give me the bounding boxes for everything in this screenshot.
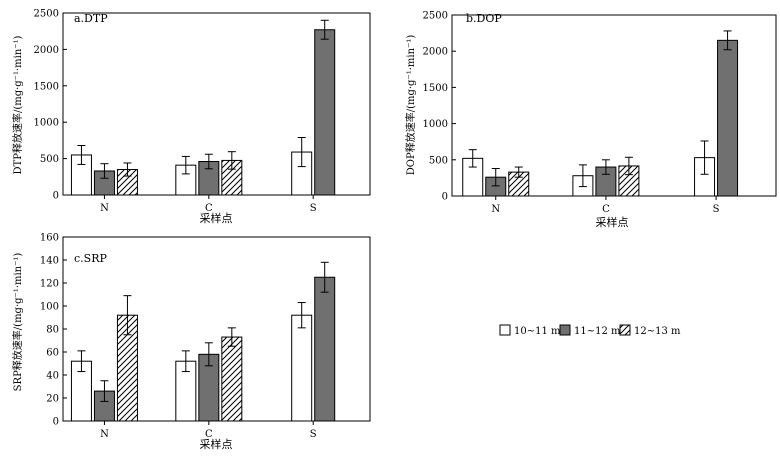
x-tick-label: C [205, 203, 213, 214]
y-tick-label: 2000 [423, 47, 448, 58]
chart-title: b.DOP [466, 12, 502, 25]
y-tick-label: 100 [40, 302, 59, 313]
y-tick-label: 0 [442, 192, 448, 203]
x-tick-label: S [713, 204, 720, 215]
y-tick-label: 0 [53, 417, 59, 428]
y-tick-label: 2500 [423, 11, 448, 22]
y-tick-label: 140 [40, 256, 59, 267]
x-axis-label: 采样点 [200, 211, 233, 225]
y-axis-label: DTP释放速率/(mg·g⁻¹·min⁻¹) [11, 35, 24, 174]
legend-swatch-gray [559, 324, 571, 336]
bar-hatch-C [221, 336, 243, 422]
y-tick-label: 1000 [423, 119, 448, 130]
bar-gray-S [314, 276, 336, 422]
x-tick-label: S [310, 203, 317, 214]
bar-gray-S [717, 39, 739, 197]
y-tick-label: 2500 [34, 9, 59, 20]
y-tick-label: 0 [53, 191, 59, 202]
y-tick-label: 20 [46, 394, 59, 405]
y-tick-label: 60 [46, 348, 59, 359]
x-axis-label: 采样点 [200, 437, 233, 451]
x-tick-label: C [205, 429, 213, 440]
chart-srp: c.SRP SRP释放速率/(mg·g⁻¹·min⁻¹) 采样点 0 20 40 60… [11, 233, 371, 451]
legend-swatch-white [499, 324, 511, 336]
bar-gray-S [314, 29, 336, 196]
legend-label: 11~12 m [574, 326, 621, 337]
legend: 10~11 m 11~12 m 12~13 m [499, 324, 681, 337]
y-tick-label: 500 [40, 154, 59, 165]
chart-title: a.DTP [74, 12, 108, 25]
y-tick-label: 1000 [34, 118, 59, 129]
chart-title: c.SRP [74, 252, 107, 265]
y-tick-label: 1500 [423, 83, 448, 94]
legend-label: 12~13 m [634, 326, 681, 337]
y-tick-label: 80 [46, 325, 59, 336]
chart-dtp: a.DTP DTP释放速率/(mg·g⁻¹·min⁻¹) 采样点 0 500 100… [11, 9, 371, 225]
y-tick-label: 1500 [34, 81, 59, 92]
chart-dop: b.DOP DOP释放速率/(mg·g⁻¹·min⁻¹) 采样点 0 500 100… [404, 11, 777, 229]
y-tick-label: 160 [40, 233, 59, 244]
x-tick-label: N [100, 429, 109, 440]
legend-label: 10~11 m [514, 326, 561, 337]
x-axis-label: 采样点 [596, 215, 629, 229]
legend-swatch-hatch [619, 324, 631, 336]
bar-white-S [291, 314, 313, 422]
y-tick-label: 500 [429, 155, 448, 166]
y-tick-label: 2000 [34, 45, 59, 56]
x-tick-label: C [602, 204, 610, 215]
x-tick-label: N [491, 204, 500, 215]
y-axis-label: DOP释放速率/(mg·g⁻¹·min⁻¹) [404, 35, 417, 176]
y-tick-label: 40 [46, 371, 59, 382]
y-axis-label: SRP释放速率/(mg·g⁻¹·min⁻¹) [11, 253, 24, 392]
x-tick-label: N [100, 203, 109, 214]
x-tick-label: S [310, 429, 317, 440]
y-tick-label: 120 [40, 279, 59, 290]
